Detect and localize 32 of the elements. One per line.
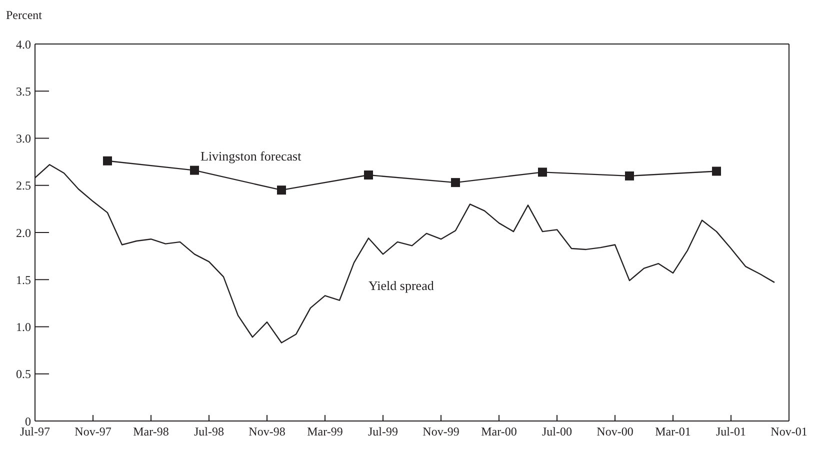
x-tick-label: Jul-01 xyxy=(716,424,746,439)
x-tick-label: Mar-01 xyxy=(655,424,691,439)
y-tick-label: 1.5 xyxy=(16,272,31,287)
y-tick-label: 2.5 xyxy=(16,178,31,193)
series-label: Yield spread xyxy=(368,278,434,294)
point xyxy=(451,178,460,188)
y-axis-title: Percent xyxy=(6,8,42,23)
x-tick-label: Mar-98 xyxy=(133,424,169,439)
point xyxy=(190,166,199,175)
point xyxy=(277,186,286,195)
x-tick-label: Jul-99 xyxy=(368,424,398,439)
point xyxy=(625,171,634,180)
x-tick-label: Jul-98 xyxy=(194,424,224,439)
x-tick-label: Nov-99 xyxy=(422,424,460,439)
x-tick-label: Nov-01 xyxy=(770,424,808,439)
y-tick-label: 4.0 xyxy=(16,37,31,52)
x-tick-label: Nov-97 xyxy=(74,424,112,439)
y-tick-label: 1.0 xyxy=(16,320,31,334)
point xyxy=(712,166,721,176)
y-tick-label: 0.5 xyxy=(16,367,31,382)
point xyxy=(103,156,112,166)
y-tick-label: 3.0 xyxy=(16,132,31,146)
series-label: Livingston forecast xyxy=(200,148,302,164)
y-tick-label: 3.5 xyxy=(16,84,31,98)
x-tick-label: Nov-00 xyxy=(596,424,634,439)
x-tick-label: Nov-98 xyxy=(248,424,286,439)
y-tick-label: 2.0 xyxy=(16,226,31,240)
point xyxy=(538,168,547,177)
point xyxy=(364,170,373,180)
x-tick-label: Jul-00 xyxy=(542,424,572,439)
x-tick-label: Mar-00 xyxy=(481,424,517,439)
x-tick-label: Mar-99 xyxy=(307,424,343,439)
